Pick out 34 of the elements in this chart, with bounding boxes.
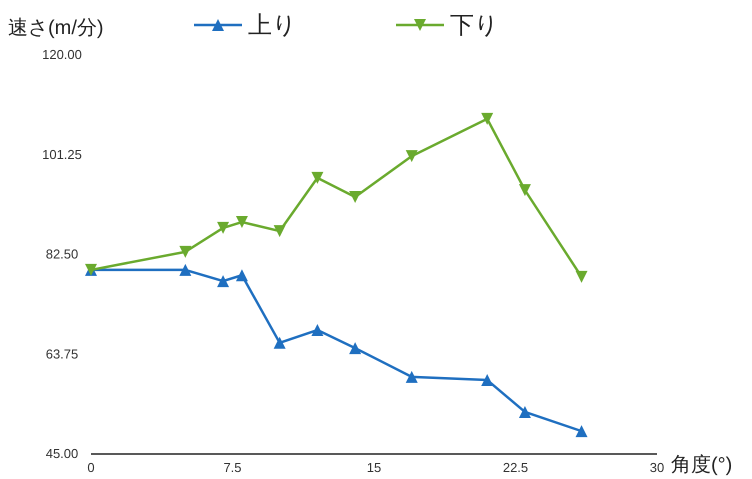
x-tick-label: 0 bbox=[87, 460, 95, 475]
point bbox=[576, 270, 588, 283]
point bbox=[349, 191, 362, 204]
point bbox=[274, 225, 286, 238]
point bbox=[406, 150, 418, 162]
point bbox=[518, 406, 531, 418]
point bbox=[179, 264, 192, 276]
x-tick-label: 22.5 bbox=[502, 460, 528, 475]
point bbox=[518, 184, 531, 196]
x-axis-title: 角度(°) bbox=[671, 454, 732, 476]
point bbox=[481, 374, 494, 386]
point bbox=[274, 336, 286, 349]
point bbox=[349, 342, 362, 354]
point bbox=[311, 324, 324, 336]
y-tick-label: 63.75 bbox=[46, 346, 78, 362]
legend-label: 上り bbox=[248, 12, 297, 39]
point bbox=[481, 112, 494, 125]
point bbox=[406, 370, 418, 383]
point bbox=[236, 269, 248, 282]
legend-label: 下り bbox=[450, 12, 499, 39]
x-tick-label: 15 bbox=[366, 460, 382, 475]
y-axis-title: 速さ(m/分) bbox=[8, 17, 104, 39]
x-tick-label: 30 bbox=[650, 460, 664, 475]
point bbox=[236, 216, 248, 228]
point bbox=[576, 425, 588, 438]
y-tick-label: 101.25 bbox=[42, 146, 82, 162]
y-tick-label: 82.50 bbox=[46, 246, 78, 262]
x-tick-label: 7.5 bbox=[223, 460, 242, 475]
point bbox=[217, 222, 230, 234]
point bbox=[311, 172, 324, 184]
y-tick-label: 45.00 bbox=[46, 446, 78, 461]
point bbox=[179, 246, 192, 258]
point bbox=[217, 275, 230, 288]
y-tick-label: 120.00 bbox=[42, 47, 82, 62]
